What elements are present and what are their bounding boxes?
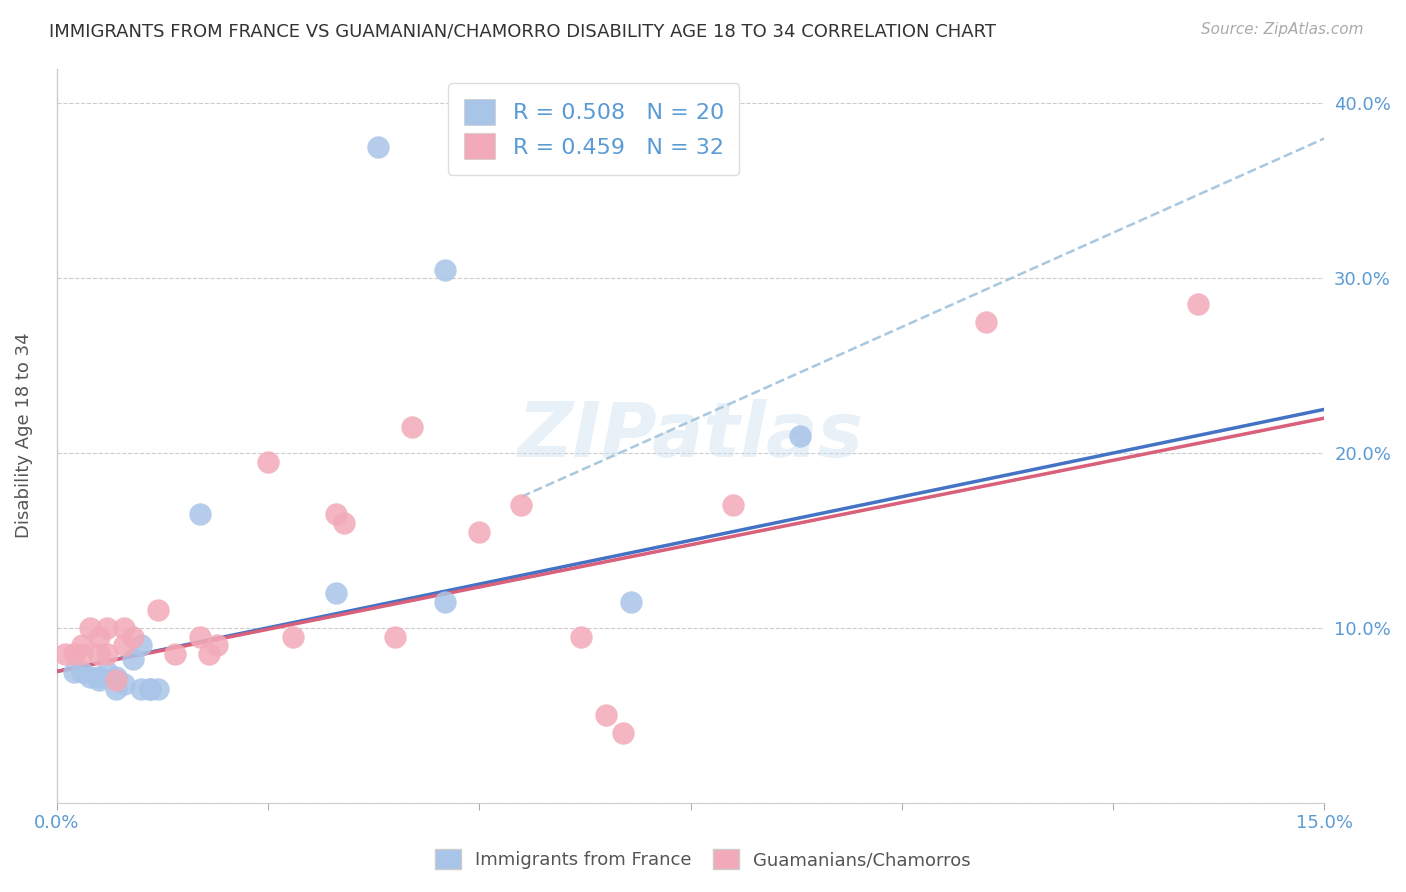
Point (79, 670, 101, 684)
Point (87, 670, 110, 684)
Point (70, 647, 93, 661)
Point (163, 647, 186, 661)
Point (569, 630, 592, 644)
Point (87, 647, 110, 661)
Point (620, 594, 643, 608)
Point (146, 603, 169, 617)
Point (468, 524, 491, 539)
Point (257, 455, 280, 469)
Point (129, 638, 152, 652)
Point (367, 140, 389, 154)
Y-axis label: Disability Age 18 to 34: Disability Age 18 to 34 (15, 333, 32, 539)
Point (62, 665, 84, 679)
Point (510, 499, 533, 513)
Point (79, 621, 101, 635)
Point (188, 507, 211, 521)
Point (96, 647, 118, 661)
Point (401, 419, 423, 434)
Point (121, 652, 143, 666)
Point (121, 630, 143, 644)
Point (96, 665, 118, 679)
Point (333, 516, 356, 530)
Point (612, 725, 634, 739)
Point (434, 594, 457, 608)
Point (976, 315, 998, 329)
Point (112, 677, 135, 691)
Point (325, 586, 347, 600)
Point (87, 673, 110, 688)
Text: ZIPatlas: ZIPatlas (517, 399, 863, 473)
Point (138, 681, 160, 696)
Legend: R = 0.508   N = 20, R = 0.459   N = 32: R = 0.508 N = 20, R = 0.459 N = 32 (449, 83, 740, 175)
Point (62, 647, 84, 661)
Point (87, 630, 110, 644)
Point (205, 638, 228, 652)
Point (283, 630, 305, 644)
Point (146, 681, 169, 696)
Text: Source: ZipAtlas.com: Source: ZipAtlas.com (1201, 22, 1364, 37)
Point (104, 681, 127, 696)
Point (197, 647, 219, 661)
Point (188, 630, 211, 644)
Point (96, 621, 118, 635)
Point (138, 681, 160, 696)
Point (112, 621, 135, 635)
Point (595, 708, 617, 723)
Point (1187, 297, 1209, 311)
Point (104, 673, 127, 688)
Point (384, 630, 406, 644)
Legend: Immigrants from France, Guamanians/Chamorros: Immigrants from France, Guamanians/Chamo… (426, 839, 980, 879)
Point (104, 670, 127, 684)
Point (325, 507, 347, 521)
Point (789, 428, 811, 442)
Point (53, 647, 76, 661)
Point (70, 638, 93, 652)
Point (721, 499, 744, 513)
Text: IMMIGRANTS FROM FRANCE VS GUAMANIAN/CHAMORRO DISABILITY AGE 18 TO 34 CORRELATION: IMMIGRANTS FROM FRANCE VS GUAMANIAN/CHAM… (49, 22, 997, 40)
Point (112, 638, 135, 652)
Point (70, 665, 93, 679)
Point (434, 262, 457, 277)
Point (129, 681, 152, 696)
